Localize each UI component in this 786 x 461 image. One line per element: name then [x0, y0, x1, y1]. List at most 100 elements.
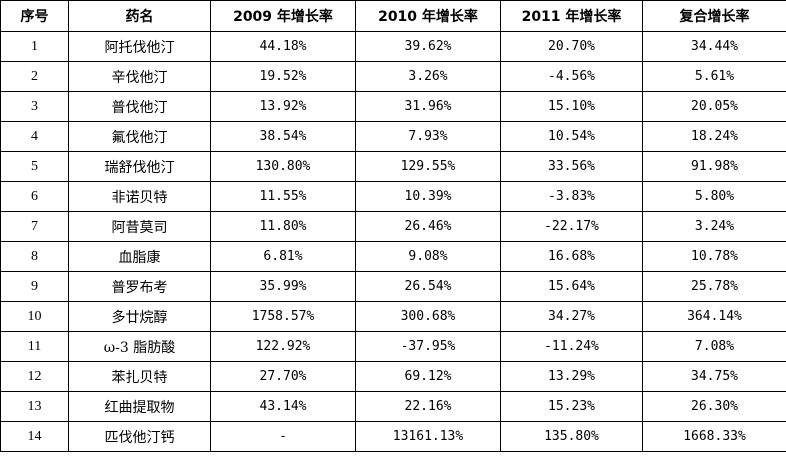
growth-2011-cell: -11.24%: [500, 331, 643, 362]
growth-2009-cell: 11.80%: [210, 211, 356, 242]
compound-growth-cell: 7.08%: [642, 331, 786, 362]
serial-number-cell: 10: [0, 301, 69, 332]
growth-2010-cell: 26.46%: [355, 211, 501, 242]
drug-name-cell: 阿昔莫司: [68, 211, 211, 242]
growth-2009-cell: 122.92%: [210, 331, 356, 362]
compound-growth-cell: 10.78%: [642, 241, 786, 272]
table-row: 5 瑞舒伐他汀 130.80% 129.55% 33.56% 91.98%: [0, 151, 786, 182]
drug-name-cell: 氟伐他汀: [68, 121, 211, 152]
growth-2010-cell: 9.08%: [355, 241, 501, 272]
growth-2010-cell: 7.93%: [355, 121, 501, 152]
drug-name-cell: 红曲提取物: [68, 391, 211, 422]
growth-2011-cell: -4.56%: [500, 61, 643, 92]
growth-2009-cell: 11.55%: [210, 181, 356, 212]
table-row: 11 ω-3 脂肪酸 122.92% -37.95% -11.24% 7.08%: [0, 331, 786, 362]
serial-number-cell: 14: [0, 421, 69, 452]
drug-name-cell: 普伐他汀: [68, 91, 211, 122]
growth-2010-cell: 69.12%: [355, 361, 501, 392]
growth-2010-cell: 13161.13%: [355, 421, 501, 452]
table-row: 7 阿昔莫司 11.80% 26.46% -22.17% 3.24%: [0, 211, 786, 242]
table-row: 6 非诺贝特 11.55% 10.39% -3.83% 5.80%: [0, 181, 786, 212]
growth-2010-cell: 22.16%: [355, 391, 501, 422]
compound-growth-cell: 1668.33%: [642, 421, 786, 452]
header-growth-2009: 2009 年增长率: [210, 0, 356, 32]
header-compound-growth: 复合增长率: [642, 0, 786, 32]
serial-number-cell: 7: [0, 211, 69, 242]
compound-growth-cell: 34.44%: [642, 31, 786, 62]
growth-2009-cell: -: [210, 421, 356, 452]
serial-number-cell: 1: [0, 31, 69, 62]
growth-2011-cell: 15.23%: [500, 391, 643, 422]
growth-2011-cell: 33.56%: [500, 151, 643, 182]
table-row: 13 红曲提取物 43.14% 22.16% 15.23% 26.30%: [0, 391, 786, 422]
compound-growth-cell: 26.30%: [642, 391, 786, 422]
growth-2010-cell: 31.96%: [355, 91, 501, 122]
growth-2009-cell: 1758.57%: [210, 301, 356, 332]
serial-number-cell: 2: [0, 61, 69, 92]
header-row: 序号 药名 2009 年增长率 2010 年增长率 2011 年增长率 复合增长…: [0, 0, 786, 32]
growth-2009-cell: 43.14%: [210, 391, 356, 422]
drug-name-cell: 非诺贝特: [68, 181, 211, 212]
compound-growth-cell: 5.80%: [642, 181, 786, 212]
header-serial-number: 序号: [0, 0, 69, 32]
table-row: 4 氟伐他汀 38.54% 7.93% 10.54% 18.24%: [0, 121, 786, 152]
table-body: 1 阿托伐他汀 44.18% 39.62% 20.70% 34.44% 2 辛伐他汀 19.52…: [0, 31, 786, 452]
growth-2011-cell: 15.64%: [500, 271, 643, 302]
growth-2011-cell: 15.10%: [500, 91, 643, 122]
serial-number-cell: 9: [0, 271, 69, 302]
growth-2010-cell: -37.95%: [355, 331, 501, 362]
growth-2009-cell: 130.80%: [210, 151, 356, 182]
growth-2011-cell: 10.54%: [500, 121, 643, 152]
serial-number-cell: 8: [0, 241, 69, 272]
compound-growth-cell: 18.24%: [642, 121, 786, 152]
table-row: 12 苯扎贝特 27.70% 69.12% 13.29% 34.75%: [0, 361, 786, 392]
growth-2010-cell: 26.54%: [355, 271, 501, 302]
header-growth-2010: 2010 年增长率: [355, 0, 501, 32]
compound-growth-cell: 34.75%: [642, 361, 786, 392]
drug-name-cell: 苯扎贝特: [68, 361, 211, 392]
drug-name-cell: 普罗布考: [68, 271, 211, 302]
compound-growth-cell: 25.78%: [642, 271, 786, 302]
compound-growth-cell: 91.98%: [642, 151, 786, 182]
table-row: 3 普伐他汀 13.92% 31.96% 15.10% 20.05%: [0, 91, 786, 122]
table-row: 8 血脂康 6.81% 9.08% 16.68% 10.78%: [0, 241, 786, 272]
serial-number-cell: 11: [0, 331, 69, 362]
growth-2011-cell: -22.17%: [500, 211, 643, 242]
serial-number-cell: 6: [0, 181, 69, 212]
table-row: 10 多廿烷醇 1758.57% 300.68% 34.27% 364.14%: [0, 301, 786, 332]
drug-name-cell: 阿托伐他汀: [68, 31, 211, 62]
drug-name-cell: 血脂康: [68, 241, 211, 272]
drug-name-cell: 辛伐他汀: [68, 61, 211, 92]
serial-number-cell: 3: [0, 91, 69, 122]
serial-number-cell: 13: [0, 391, 69, 422]
drug-name-cell: 多廿烷醇: [68, 301, 211, 332]
table-row: 9 普罗布考 35.99% 26.54% 15.64% 25.78%: [0, 271, 786, 302]
growth-2009-cell: 19.52%: [210, 61, 356, 92]
growth-2011-cell: -3.83%: [500, 181, 643, 212]
growth-2011-cell: 20.70%: [500, 31, 643, 62]
growth-2010-cell: 129.55%: [355, 151, 501, 182]
drug-name-cell: 瑞舒伐他汀: [68, 151, 211, 182]
header-growth-2011: 2011 年增长率: [500, 0, 643, 32]
table-row: 2 辛伐他汀 19.52% 3.26% -4.56% 5.61%: [0, 61, 786, 92]
growth-2010-cell: 39.62%: [355, 31, 501, 62]
growth-2011-cell: 16.68%: [500, 241, 643, 272]
growth-2011-cell: 34.27%: [500, 301, 643, 332]
growth-2010-cell: 10.39%: [355, 181, 501, 212]
compound-growth-cell: 20.05%: [642, 91, 786, 122]
growth-2010-cell: 3.26%: [355, 61, 501, 92]
header-drug-name: 药名: [68, 0, 211, 32]
growth-2011-cell: 135.80%: [500, 421, 643, 452]
drug-name-cell: ω-3 脂肪酸: [68, 331, 211, 362]
growth-2010-cell: 300.68%: [355, 301, 501, 332]
growth-2009-cell: 44.18%: [210, 31, 356, 62]
compound-growth-cell: 3.24%: [642, 211, 786, 242]
compound-growth-cell: 5.61%: [642, 61, 786, 92]
table-header: 序号 药名 2009 年增长率 2010 年增长率 2011 年增长率 复合增长…: [0, 0, 786, 32]
serial-number-cell: 5: [0, 151, 69, 182]
compound-growth-cell: 364.14%: [642, 301, 786, 332]
table-row: 1 阿托伐他汀 44.18% 39.62% 20.70% 34.44%: [0, 31, 786, 62]
growth-2009-cell: 6.81%: [210, 241, 356, 272]
growth-2009-cell: 35.99%: [210, 271, 356, 302]
